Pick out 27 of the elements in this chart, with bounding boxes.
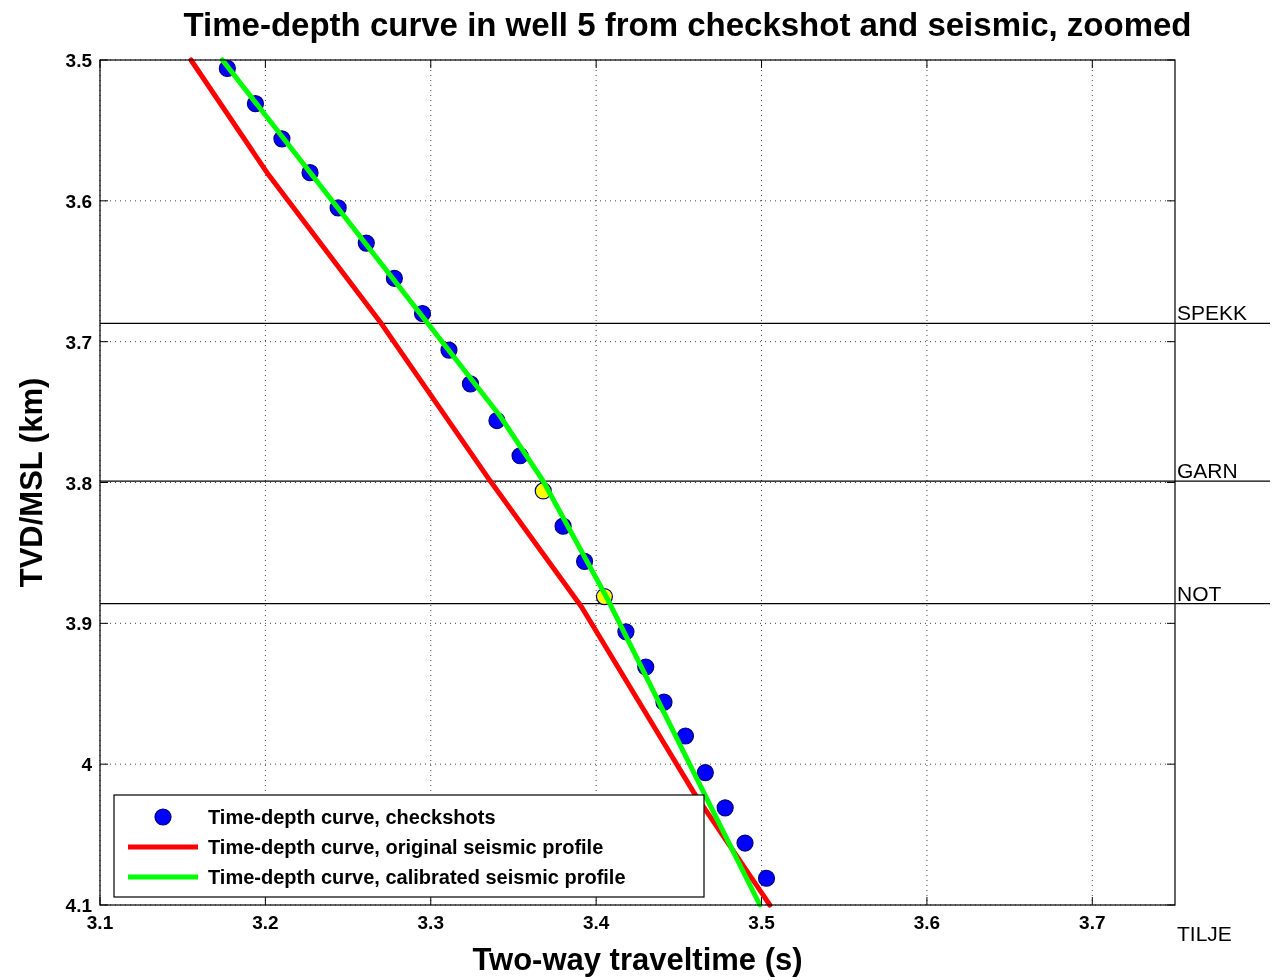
x-tick-label: 3.6 bbox=[913, 912, 941, 933]
legend-label: Time-depth curve, checkshots bbox=[208, 806, 496, 828]
y-tick-label: 3.5 bbox=[65, 50, 93, 71]
x-tick-label: 3.3 bbox=[417, 912, 444, 933]
x-axis-title: Two-way traveltime (s) bbox=[472, 942, 803, 977]
y-tick-label: 3.7 bbox=[65, 331, 92, 353]
point bbox=[716, 799, 734, 817]
x-tick-label: 3.4 bbox=[582, 912, 610, 933]
y-axis-title: TVD/MSL (km) bbox=[14, 377, 49, 588]
x-tick-label: 3.7 bbox=[1079, 912, 1106, 933]
text: TILJE bbox=[1177, 922, 1232, 945]
point bbox=[696, 764, 714, 782]
point bbox=[757, 869, 776, 887]
y-tick-label: 3.8 bbox=[65, 472, 92, 494]
ref-line-label: GARN bbox=[1177, 459, 1238, 483]
point bbox=[676, 727, 695, 745]
y-tick-label: 3.9 bbox=[65, 613, 92, 635]
chart-title: Time-depth curve in well 5 from checkshot and seismic, zoomed bbox=[183, 6, 1192, 43]
ref-line-label: SPEKK bbox=[1177, 301, 1248, 325]
y-tick-label: 3.6 bbox=[65, 190, 92, 212]
y-tick-label: 4 bbox=[81, 754, 93, 776]
x-tick-label: 3.5 bbox=[748, 912, 776, 933]
ref-line-label: NOT bbox=[1177, 581, 1222, 605]
legend-label: Time-depth curve, calibrated seismic profile bbox=[208, 866, 626, 888]
x-tick-label: 3.2 bbox=[252, 912, 279, 933]
point bbox=[736, 834, 754, 852]
legend-label: Time-depth curve, original seismic profile bbox=[208, 836, 604, 858]
